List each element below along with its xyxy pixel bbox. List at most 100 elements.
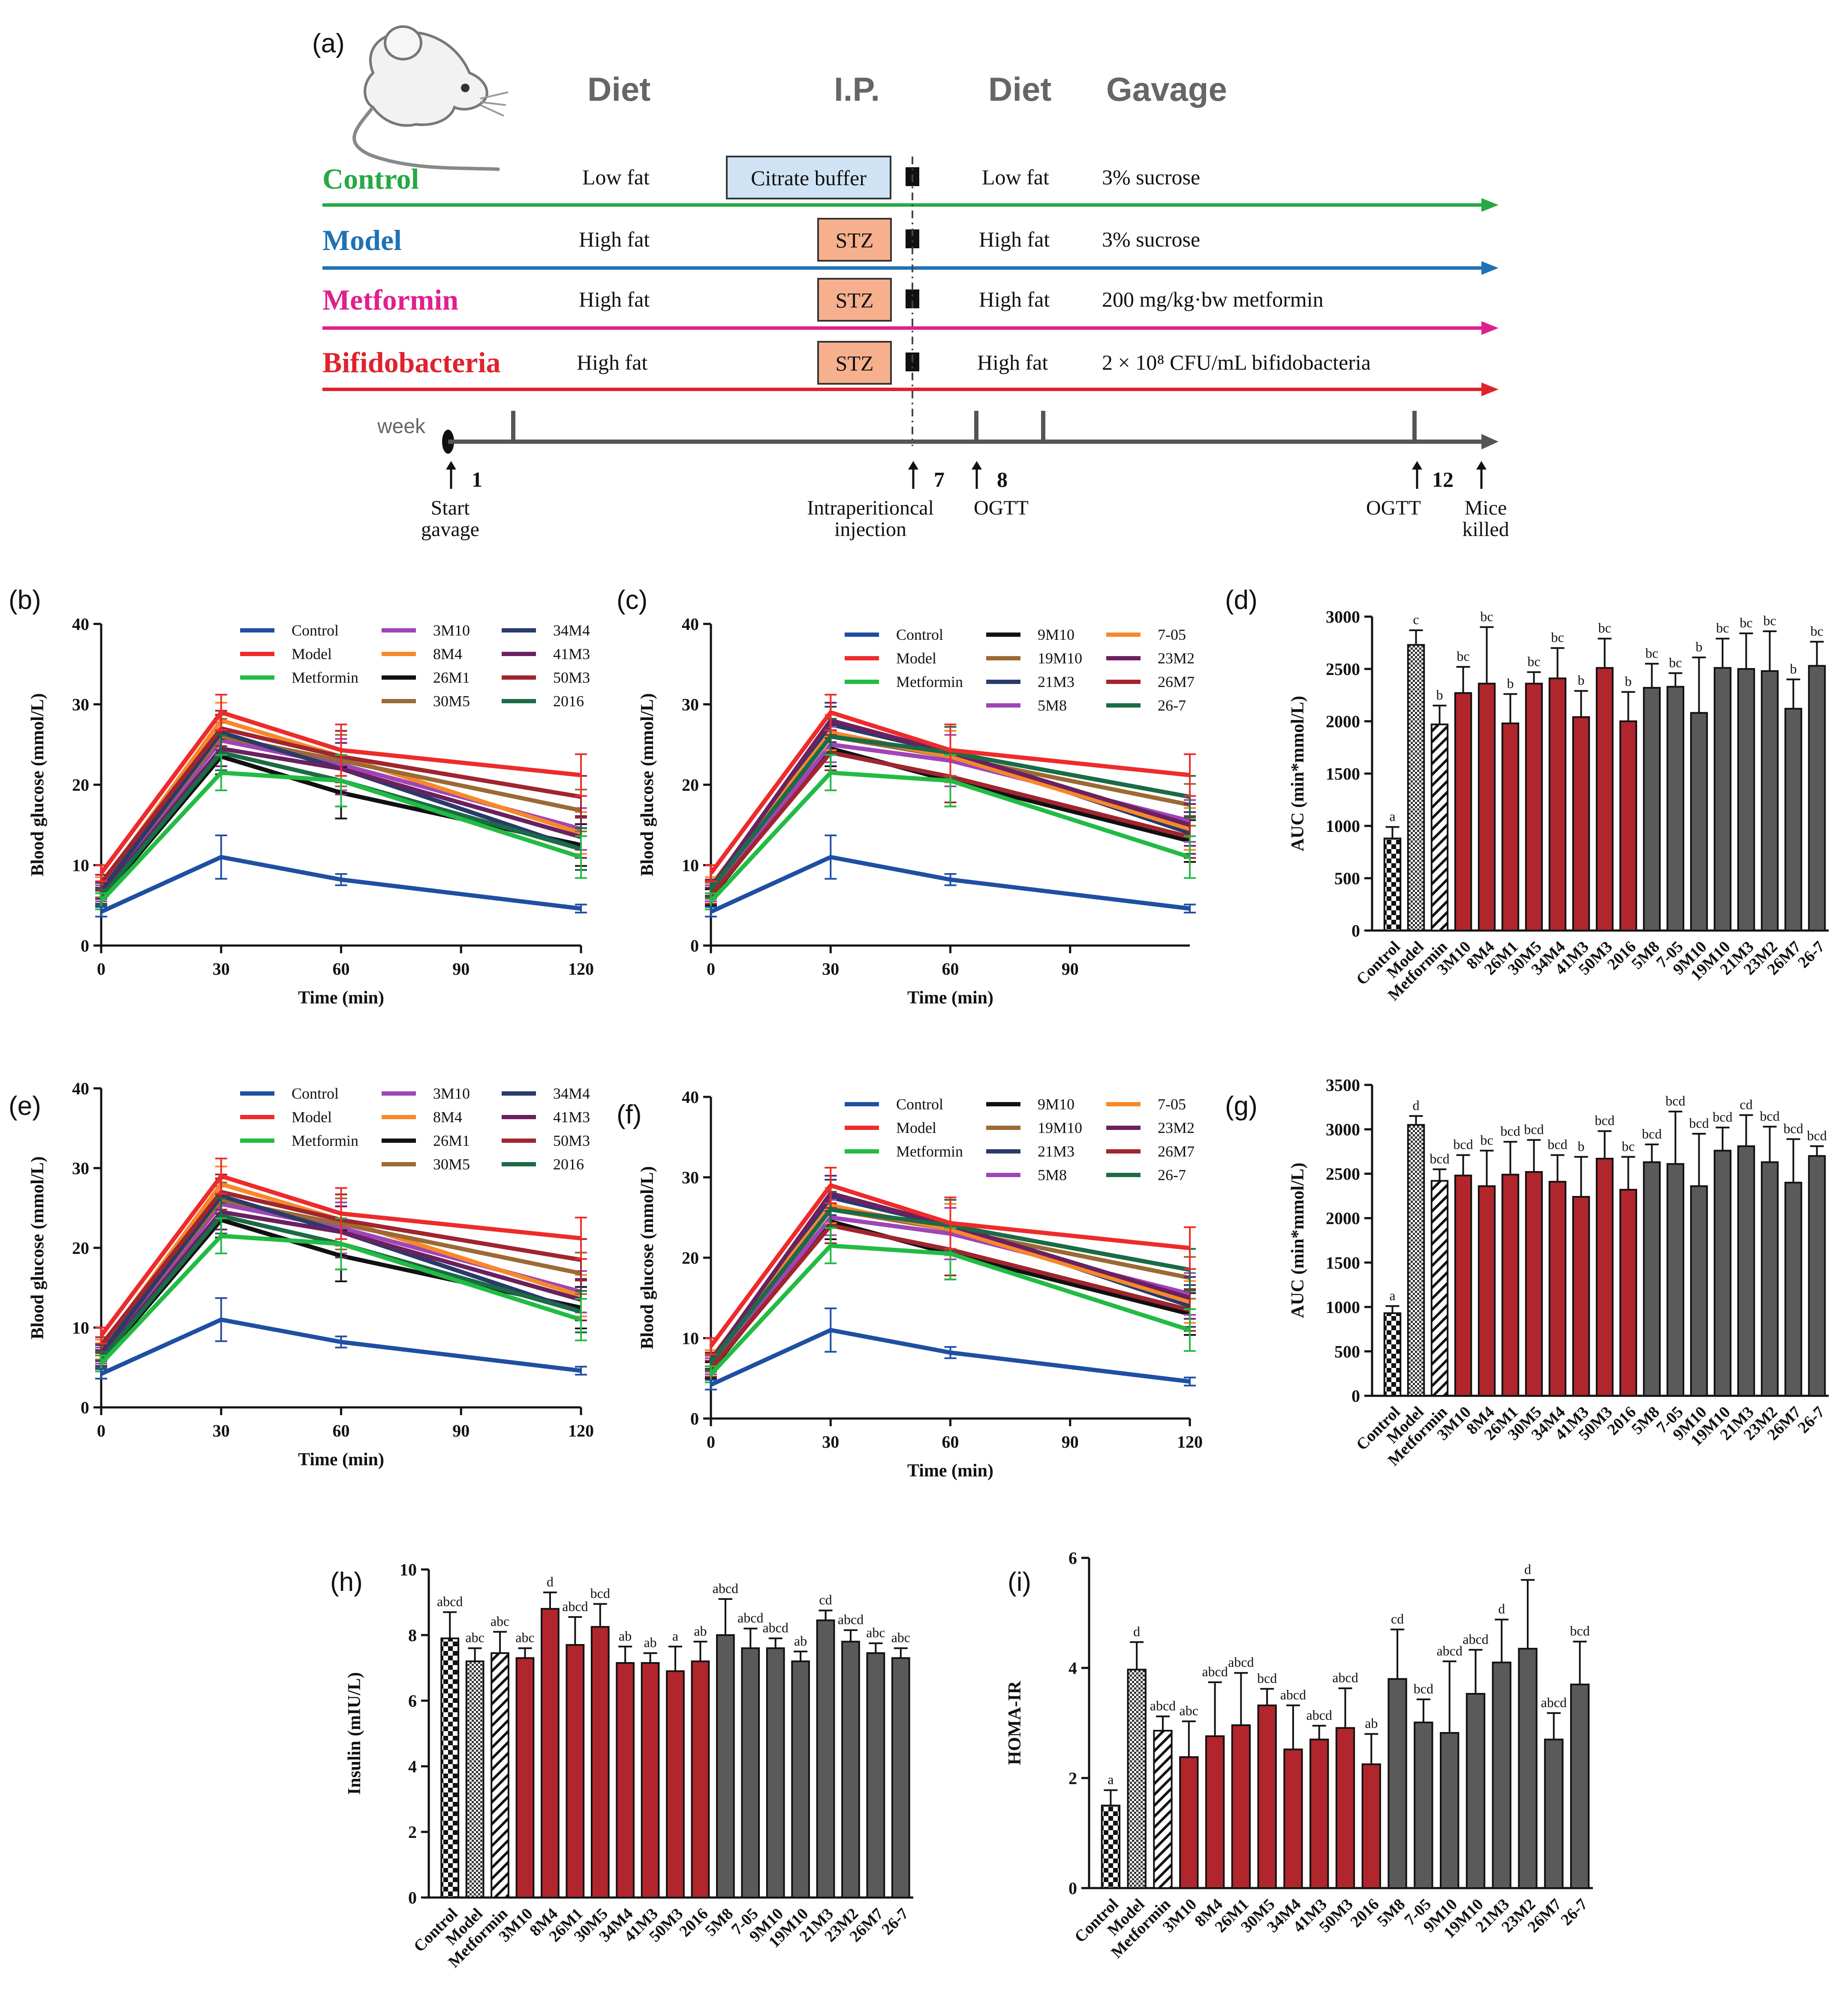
- legend-label: Metformin: [292, 669, 358, 686]
- significance-label: ab: [794, 1633, 807, 1648]
- series-line-26-7: [709, 1207, 1190, 1364]
- timeline-week-num: 12: [1432, 467, 1454, 491]
- bar-50M3: [1595, 1157, 1614, 1397]
- category-label: 26-7: [878, 1905, 912, 1939]
- legend-label: 50M3: [553, 669, 590, 686]
- panel-letter: (d): [1225, 585, 1258, 615]
- y-tick-label: 20: [682, 1248, 699, 1268]
- legend-label: Metformin: [896, 673, 963, 690]
- y-tick-label: 0: [690, 936, 699, 955]
- y-tick-label: 0: [81, 1398, 89, 1417]
- bar-Model: [465, 1660, 485, 1898]
- series-line-26M7: [709, 1223, 1191, 1370]
- x-tick-label: 60: [333, 959, 350, 979]
- bar-41M3: [1572, 1196, 1590, 1397]
- significance-label: bcd: [1430, 1151, 1449, 1166]
- y-tick-label: 30: [72, 695, 89, 714]
- row-diet2: High fat: [979, 287, 1050, 311]
- significance-label: bcd: [1570, 1623, 1590, 1639]
- x-tick-label: 120: [568, 1421, 594, 1440]
- series-line-Metformin: [99, 770, 582, 903]
- row-diet2: High fat: [977, 350, 1048, 374]
- group-row-bifidobacteria: Bifidobacteria High fat STZ High fat 2 ×…: [322, 341, 1499, 396]
- legend-label: Control: [896, 1096, 943, 1113]
- row-gavage: 2 × 10⁸ CFU/mL bifidobacteria: [1102, 350, 1371, 374]
- y-axis-label: Insulin (mIU/L): [345, 1672, 364, 1795]
- legend-label: 8M4: [433, 1108, 462, 1126]
- row-gavage: 200 mg/kg·bw metformin: [1102, 287, 1324, 311]
- significance-label: abcd: [1280, 1687, 1306, 1702]
- timeline: week 1 Start gavage 7 Intraperitioncal i…: [377, 411, 1509, 541]
- significance-label: abcd: [737, 1610, 763, 1626]
- legend-label: 26-7: [1158, 1166, 1186, 1184]
- bar-50M3: [666, 1670, 685, 1898]
- significance-label: abcd: [713, 1581, 738, 1596]
- header-diet-1: Diet: [587, 70, 650, 108]
- bar-23M2: [1518, 1648, 1538, 1889]
- category-label: 5M8: [1374, 1895, 1409, 1931]
- legend-label: Control: [292, 622, 339, 639]
- bar-41M3: [1572, 716, 1590, 931]
- panel-letter: (f): [617, 1100, 642, 1130]
- panel-letter: (b): [9, 585, 41, 615]
- series-line-Control: [100, 855, 581, 914]
- panel-letter: (h): [330, 1567, 363, 1597]
- bar-26-7: [891, 1657, 910, 1899]
- legend-label: 50M3: [553, 1132, 590, 1149]
- bar-2016: [1619, 1189, 1637, 1397]
- y-tick-label: 10: [682, 1329, 699, 1348]
- y-tick-label: 500: [1334, 1342, 1360, 1361]
- significance-label: ab: [644, 1635, 656, 1650]
- significance-label: bc: [1645, 645, 1658, 661]
- significance-label: cd: [1740, 1096, 1752, 1112]
- bar-26M1: [1231, 1724, 1251, 1889]
- y-tick-label: 3000: [1326, 1120, 1360, 1139]
- significance-label: abcd: [838, 1612, 864, 1627]
- x-tick-label: 0: [707, 1432, 715, 1452]
- y-axis-label: HOMA-IR: [1005, 1681, 1025, 1765]
- significance-label: cd: [1391, 1611, 1404, 1627]
- series-line-Metformin: [709, 1243, 1191, 1376]
- bar-30M5: [1525, 683, 1543, 932]
- bar-19M10: [1466, 1693, 1486, 1889]
- significance-label: ab: [694, 1623, 707, 1639]
- y-axis-label: Blood glucose (mmol/L): [638, 1166, 657, 1349]
- y-tick-label: 0: [1351, 1386, 1360, 1406]
- series-line-Control: [100, 1317, 581, 1376]
- bar-5M8: [1643, 1161, 1661, 1397]
- significance-label: abcd: [1306, 1707, 1332, 1723]
- significance-label: bc: [1480, 608, 1493, 624]
- y-tick-label: 6: [408, 1691, 417, 1711]
- significance-label: b: [1578, 1139, 1585, 1154]
- arrow-up-icon: [1476, 461, 1487, 470]
- x-tick-label: 30: [822, 959, 839, 979]
- significance-label: bcd: [590, 1585, 610, 1601]
- x-tick-label: 30: [213, 1421, 230, 1440]
- significance-label: bc: [1622, 1139, 1634, 1154]
- x-tick-label: 90: [452, 959, 470, 979]
- significance-label: bc: [1669, 655, 1682, 670]
- y-tick-label: 10: [682, 856, 699, 875]
- header-ip: I.P.: [834, 70, 880, 108]
- arrow-up-icon: [972, 461, 982, 470]
- y-tick-label: 6: [1068, 1548, 1077, 1568]
- bar-Metformin: [491, 1652, 509, 1898]
- significance-label: bcd: [1595, 1113, 1614, 1128]
- significance-label: d: [1133, 1623, 1140, 1639]
- y-tick-label: 2500: [1326, 1164, 1360, 1184]
- significance-label: abcd: [1332, 1670, 1358, 1685]
- significance-label: bc: [1551, 630, 1564, 645]
- timeline-label: Intraperitioncal: [807, 497, 934, 519]
- legend-label: 34M4: [553, 622, 590, 639]
- significance-label: ab: [619, 1628, 632, 1644]
- row-ip: STZ: [836, 228, 874, 252]
- bar-Control: [1383, 1312, 1402, 1397]
- y-tick-label: 8: [408, 1626, 417, 1645]
- legend-label: 7-05: [1158, 1096, 1186, 1113]
- series-line-2016: [99, 750, 582, 899]
- legend-label: 9M10: [1038, 626, 1074, 643]
- bar-26M1: [566, 1644, 585, 1898]
- stz-box: [817, 341, 892, 385]
- bar-3M10: [1454, 692, 1472, 931]
